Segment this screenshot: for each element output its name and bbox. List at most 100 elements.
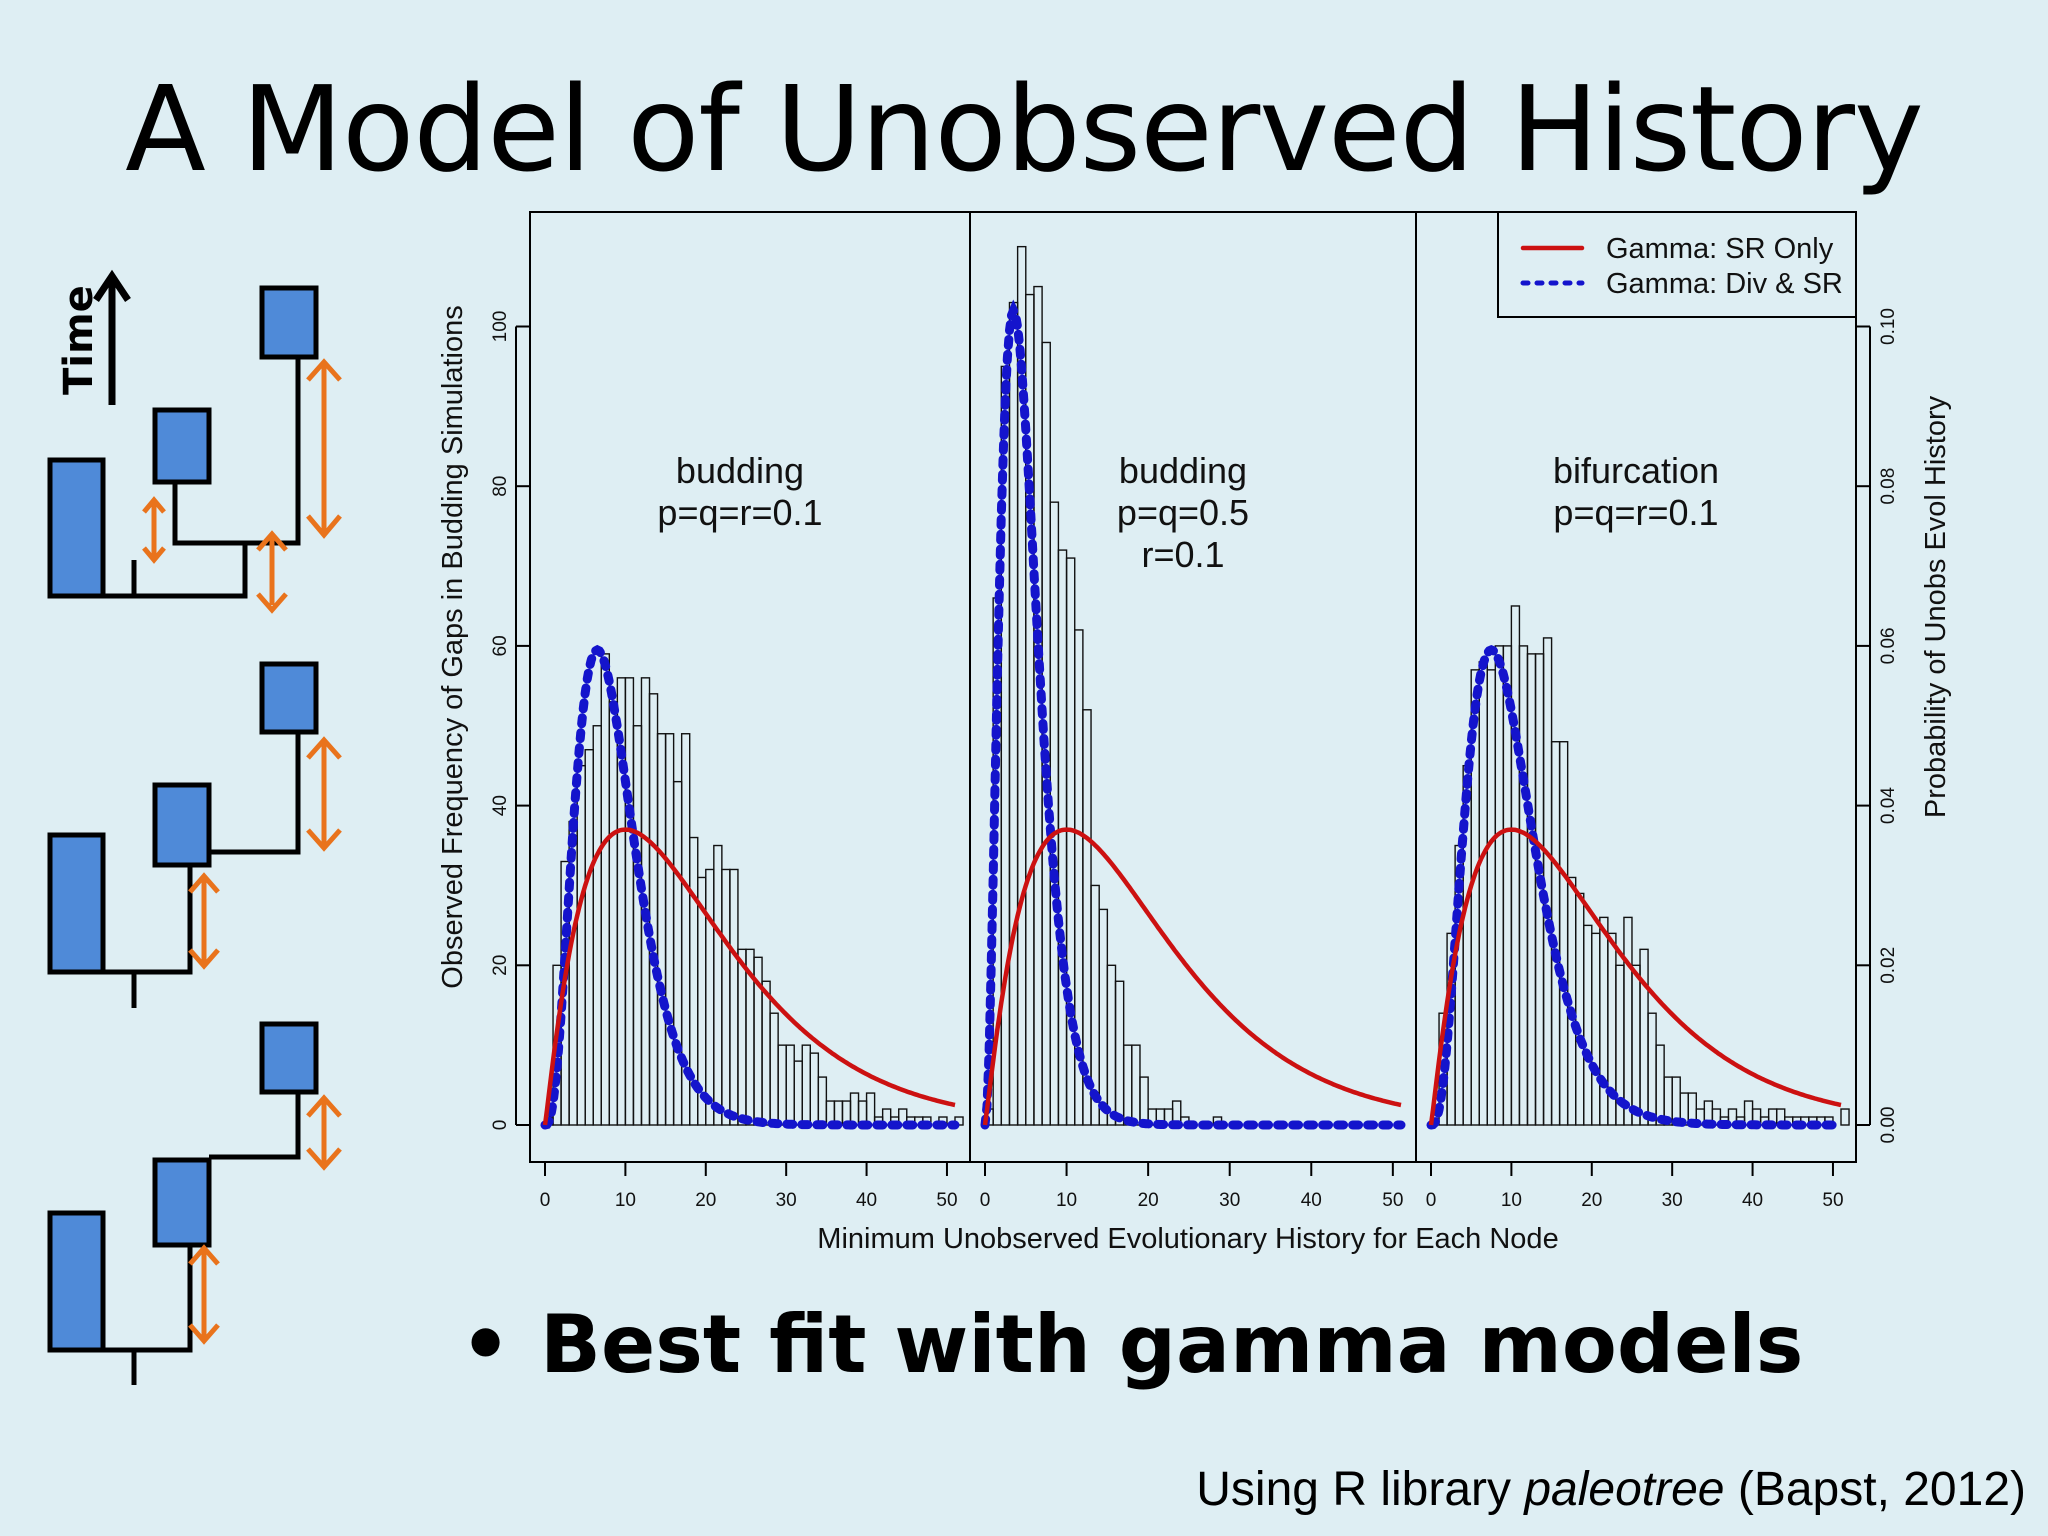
y-left-axis-title: Observed Frequency of Gaps in Budding Si… [437,305,469,988]
x-tick-label: 20 [1581,1190,1602,1211]
x-tick-label: 30 [1219,1190,1240,1211]
x-tick-label: 30 [776,1190,797,1211]
histogram-bar [777,1044,787,1126]
histogram-bar [1631,964,1641,1126]
x-tick-label: 30 [1662,1190,1683,1211]
histogram-bar [849,1092,860,1126]
x-tick-label: 40 [1742,1190,1763,1211]
y-left-tick-label: 100 [490,311,511,343]
histogram-bar [584,749,594,1126]
y-right-tick-label: 0.06 [1878,627,1899,664]
time-label: Time [56,285,102,395]
y-right-tick-label: 0.04 [1878,787,1899,824]
histogram-bar [1131,1044,1141,1126]
taxon-box [259,285,319,360]
histogram-bar [1025,293,1035,1126]
citation-prefix: Using R library [1196,1463,1525,1516]
x-tick-label: 20 [1138,1190,1159,1211]
histogram-bar [576,764,586,1126]
x-tick-label: 10 [1501,1190,1522,1211]
histogram-bar [817,1076,828,1126]
taxon-box [152,782,212,868]
taxon-box [259,1021,319,1095]
histogram-bar [608,701,619,1126]
histogram-bar [1008,301,1019,1126]
histogram-bar [656,733,667,1126]
histogram-bar [1639,948,1649,1126]
phylogeny-diagrams: Time [47,269,342,1385]
histogram-bar [713,844,723,1126]
histogram-bar [1526,653,1537,1126]
x-tick-label: 50 [1822,1190,1843,1211]
taxon-box [259,661,319,735]
x-tick-label: 10 [1056,1190,1077,1211]
panel-label: p=q=r=0.1 [657,492,822,533]
x-tick-label: 40 [1301,1190,1322,1211]
y-left-tick-label: 60 [490,635,511,656]
panel-label: budding [1119,450,1247,491]
taxon-box [47,457,106,599]
histogram-bar [1655,1044,1665,1126]
y-right-tick-label: 0.02 [1878,947,1899,984]
plot-frame [529,211,1857,1163]
histogram-bar [1623,916,1633,1126]
panel-label: p=q=0.5 [1117,492,1249,533]
histogram-bar [1550,741,1561,1126]
histogram-chart: buddingp=q=r=0.1buddingp=q=0.5r=0.1bifur… [437,211,1952,1255]
tree-1 [47,285,342,614]
bullet-text: Best fit with gamma models [540,1298,1804,1391]
histogram-bar [1122,1044,1133,1126]
time-axis: Time [56,269,131,405]
y-right-tick-label: 0.08 [1878,468,1899,505]
histogram-bar [761,980,771,1126]
histogram-bar [1106,964,1117,1126]
histogram-bar [1494,645,1505,1126]
gamma-div-sr-curve [980,299,1406,1130]
x-tick-label: 10 [615,1190,636,1211]
histogram-bar [705,868,715,1126]
histogram-bar [664,733,675,1126]
histogram-bar [1139,1076,1149,1126]
x-tick-label: 0 [1426,1190,1437,1211]
gamma-sr-only-curve [982,827,1402,1126]
histogram-bar [672,780,683,1126]
slide-title: A Model of Unobserved History [125,60,1924,198]
y-left-tick-label: 20 [490,955,511,976]
histogram-bar [1486,669,1497,1126]
histogram-bar [865,1092,876,1126]
histogram-bar [809,1052,820,1126]
panel-label: p=q=r=0.1 [1553,492,1718,533]
tree-2 [47,661,342,1008]
histogram-bar [737,948,747,1126]
gamma-div-sr-curve [540,644,960,1130]
histogram-bar [1098,908,1109,1126]
histogram-bar [793,1060,803,1126]
tree-3 [47,1021,342,1385]
y-right-tick-label: 0.10 [1878,308,1899,345]
legend-box [1497,211,1857,318]
panel-label: budding [676,450,804,491]
x-tick-label: 0 [980,1190,991,1211]
histogram-bar [1478,661,1488,1126]
panel-label: r=0.1 [1141,534,1224,575]
y-right-axis-title: Probability of Unobs Evol History [1920,395,1952,818]
histogram-bar [729,868,739,1126]
histogram-bar [648,693,659,1126]
histogram-bar [785,1044,795,1126]
y-right-tick-label: 0.00 [1878,1107,1899,1144]
x-tick-label: 50 [1382,1190,1403,1211]
bullet-dot: • [460,1298,512,1391]
histogram-bar [721,868,731,1126]
x-axis-title: Minimum Unobserved Evolutionary History … [817,1223,1558,1255]
bullet-point: • Best fit with gamma models [460,1298,1803,1391]
histogram-bar [592,725,602,1126]
gamma-sr-only-curve [542,827,956,1126]
histogram-bar [1114,980,1125,1126]
x-tick-label: 0 [540,1190,551,1211]
histogram-bar [1591,932,1601,1126]
histogram-bar [1518,645,1529,1126]
gamma-sr-only-curve [1428,827,1842,1126]
